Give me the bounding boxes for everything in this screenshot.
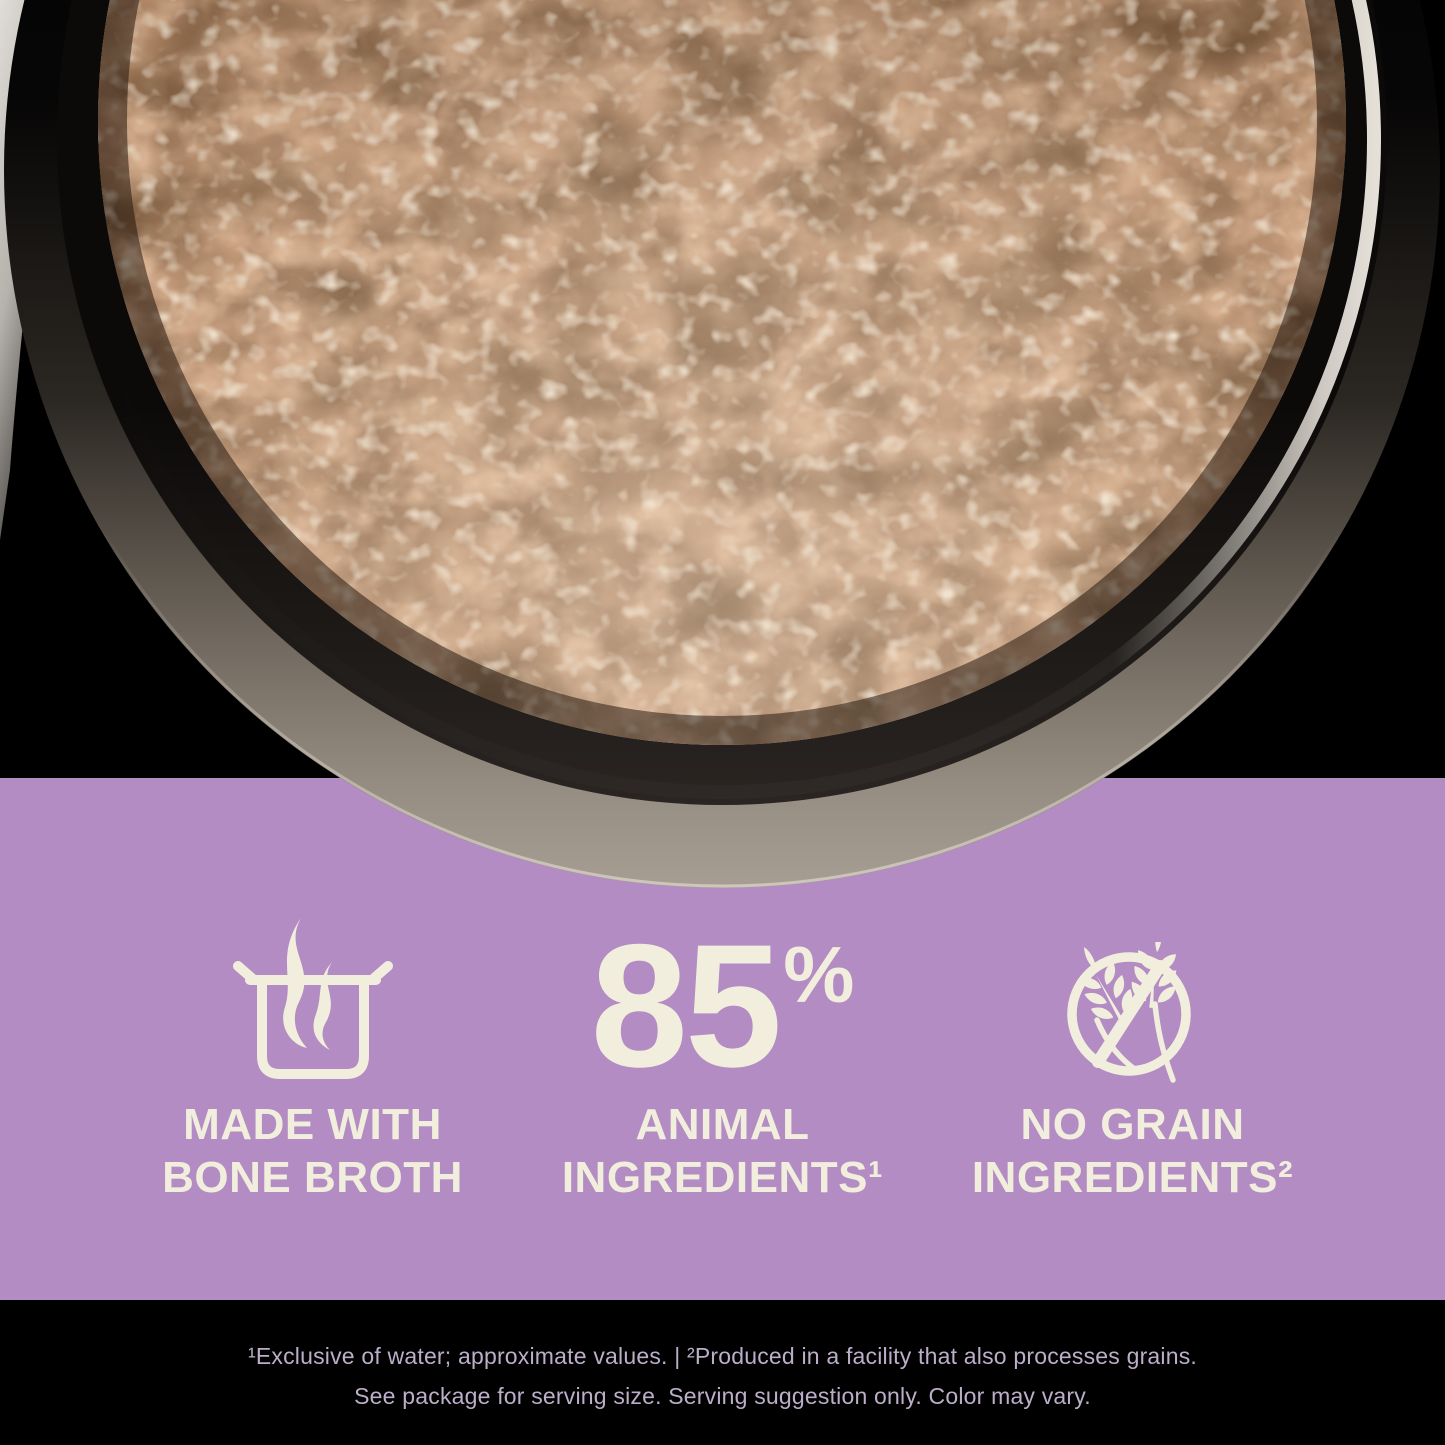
feature-icon-box <box>228 910 398 1080</box>
feature-title-line2: INGREDIENTS² <box>971 1153 1294 1202</box>
no-grain-icon <box>1058 942 1191 1083</box>
feature-title: MADE WITH BONE BROTH <box>162 1098 463 1204</box>
footnote-line-2: See package for serving size. Serving su… <box>354 1383 1091 1409</box>
percent-stat: 85% <box>591 919 855 1094</box>
stat-unit: % <box>783 930 855 1019</box>
feature-no-grain: NO GRAIN INGREDIENTS² <box>943 910 1323 1300</box>
feature-title-line1: MADE WITH <box>183 1100 442 1149</box>
feature-title: NO GRAIN INGREDIENTS² <box>972 1098 1293 1204</box>
stat-value: 85 <box>590 909 783 1104</box>
feature-stat-box: 85% <box>591 910 855 1094</box>
steaming-pot-icon <box>232 918 393 1079</box>
hero-photo-section <box>0 0 1440 888</box>
feature-bone-broth: MADE WITH BONE BROTH <box>123 910 503 1300</box>
wet-pet-food-bowl-photo <box>0 0 1440 888</box>
footnote-section: ¹Exclusive of water; approximate values.… <box>0 1300 1445 1445</box>
footnote-line-1: ¹Exclusive of water; approximate values.… <box>247 1343 1198 1369</box>
feature-animal-ingredients: 85% ANIMAL INGREDIENTS¹ <box>533 910 913 1300</box>
feature-title: ANIMAL INGREDIENTS¹ <box>562 1098 883 1204</box>
feature-title-line2: INGREDIENTS¹ <box>561 1153 884 1202</box>
feature-title-line1: NO GRAIN <box>1020 1100 1245 1149</box>
bowl-rim-edge-highlight <box>4 0 1440 888</box>
feature-title-line1: ANIMAL <box>635 1100 810 1149</box>
bowl-inner-highlight <box>63 0 1381 799</box>
feature-icon-box <box>1058 910 1208 1083</box>
feature-title-line2: BONE BROTH <box>162 1153 463 1202</box>
